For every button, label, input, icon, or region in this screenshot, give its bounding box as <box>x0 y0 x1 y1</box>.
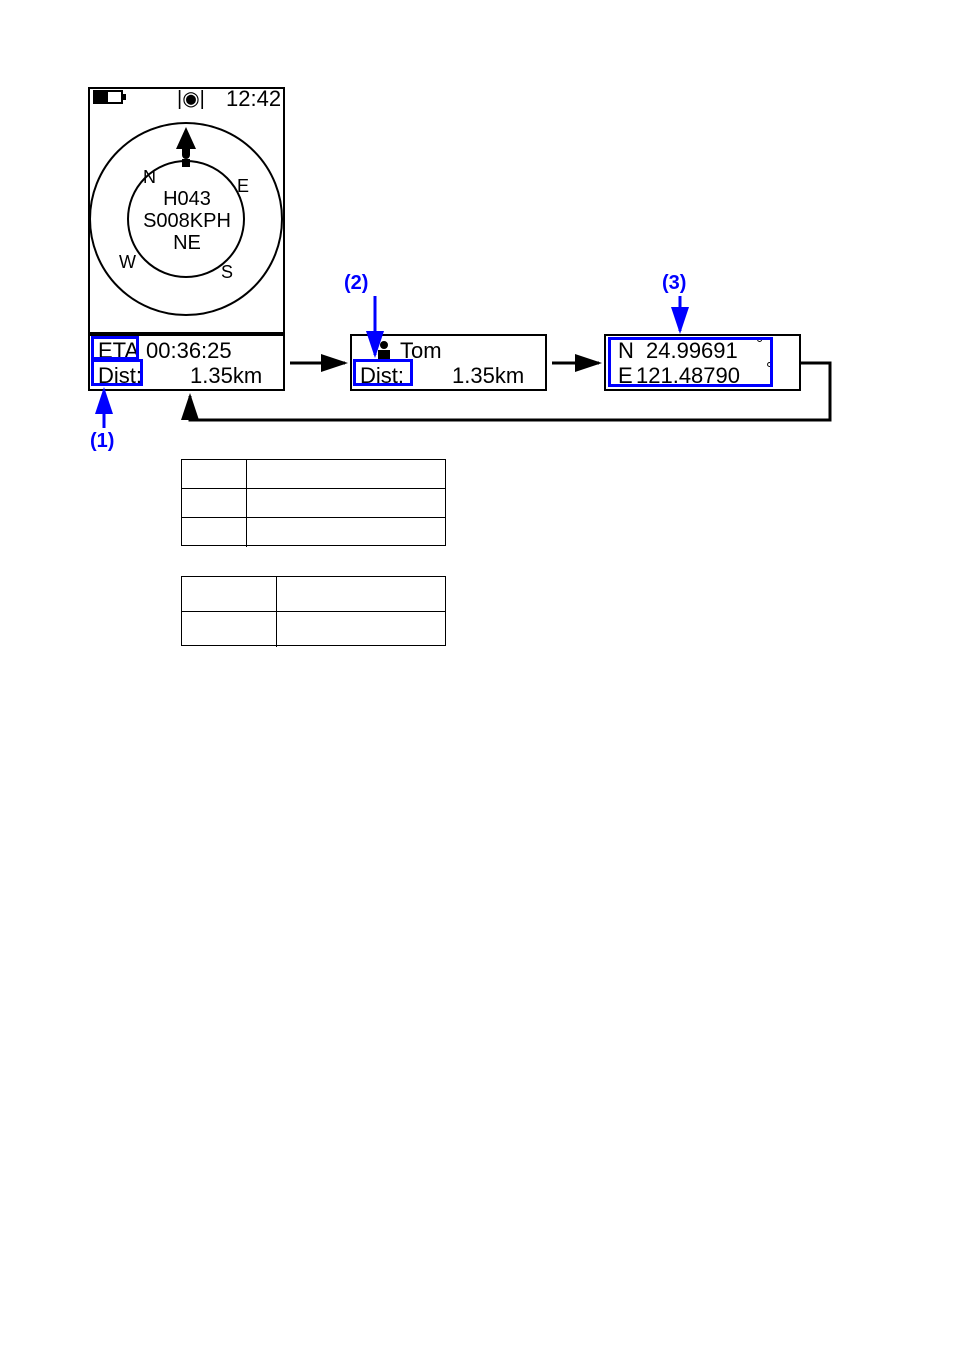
table-2 <box>181 576 446 646</box>
t1-c0 <box>182 489 247 517</box>
t1-c1 <box>247 489 445 517</box>
t2-c0 <box>182 612 277 647</box>
t2-c1 <box>277 577 445 611</box>
t2-c0 <box>182 577 277 611</box>
t1-c1 <box>247 460 445 488</box>
table-1 <box>181 459 446 546</box>
t2-c1 <box>277 612 445 647</box>
t1-c1 <box>247 518 445 547</box>
t1-c0 <box>182 460 247 488</box>
canvas: |◉| 12:42 N E S W H043 S008KPH NE ETA 00… <box>0 0 954 1350</box>
callout-3-arrow <box>0 0 954 700</box>
t1-c0 <box>182 518 247 547</box>
